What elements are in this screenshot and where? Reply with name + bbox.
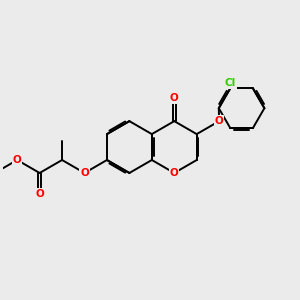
Text: O: O — [35, 189, 44, 199]
Text: O: O — [170, 168, 178, 178]
Text: Cl: Cl — [225, 78, 236, 88]
Text: O: O — [215, 116, 224, 126]
Text: O: O — [170, 93, 178, 103]
Text: O: O — [13, 155, 22, 165]
Text: O: O — [80, 168, 89, 178]
